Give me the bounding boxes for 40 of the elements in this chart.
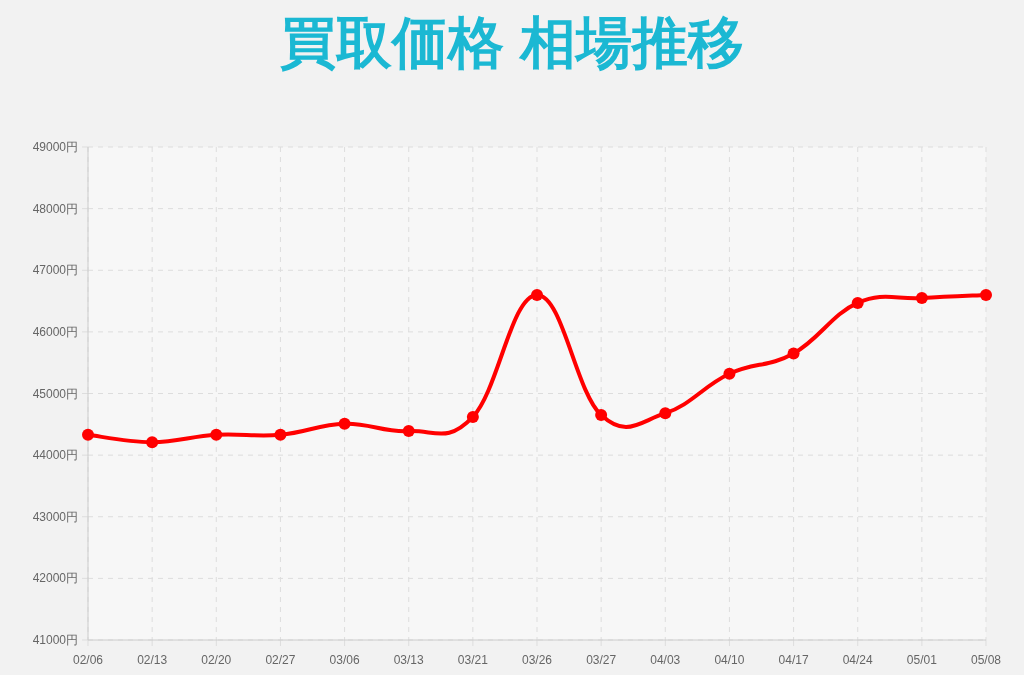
y-tick-label: 41000円	[32, 633, 78, 647]
point	[659, 407, 672, 420]
x-tick-label: 03/06	[329, 653, 360, 667]
x-tick-label: 03/21	[457, 653, 489, 667]
y-tick-label: 47000円	[32, 263, 78, 278]
y-tick-label: 48000円	[32, 201, 78, 216]
y-tick-label: 42000円	[32, 571, 78, 586]
point	[466, 410, 479, 423]
y-tick-label: 43000円	[32, 509, 78, 524]
point	[146, 436, 159, 449]
point	[980, 288, 992, 301]
point	[723, 367, 736, 380]
x-tick-label: 04/24	[842, 653, 874, 667]
point	[274, 428, 287, 441]
x-tick-label: 02/27	[265, 653, 296, 667]
point	[787, 347, 800, 360]
y-tick-label: 44000円	[32, 448, 78, 463]
point	[210, 428, 223, 441]
chart-title: 買取価格 相場推移	[280, 11, 744, 74]
x-tick-label: 05/01	[906, 653, 938, 667]
x-tick-label: 03/27	[586, 653, 617, 667]
x-tick-label: 04/17	[778, 653, 809, 667]
point	[82, 428, 94, 441]
point	[338, 417, 351, 430]
y-tick-label: 46000円	[32, 324, 78, 339]
point	[915, 291, 928, 304]
point	[402, 425, 415, 438]
x-tick-label: 03/13	[393, 653, 425, 667]
x-tick-label: 05/08	[970, 653, 1002, 667]
x-tick-label: 02/13	[137, 653, 168, 667]
x-tick-label: 03/26	[521, 653, 553, 667]
x-tick-label: 02/20	[201, 653, 232, 667]
y-tick-label: 49000円	[32, 140, 78, 154]
x-tick-label: 02/06	[72, 653, 104, 667]
x-tick-label: 04/03	[650, 653, 681, 667]
point	[595, 409, 608, 422]
point	[531, 288, 543, 301]
y-tick-label: 45000円	[32, 386, 78, 401]
x-tick-label: 04/10	[714, 653, 745, 667]
point	[851, 296, 864, 309]
